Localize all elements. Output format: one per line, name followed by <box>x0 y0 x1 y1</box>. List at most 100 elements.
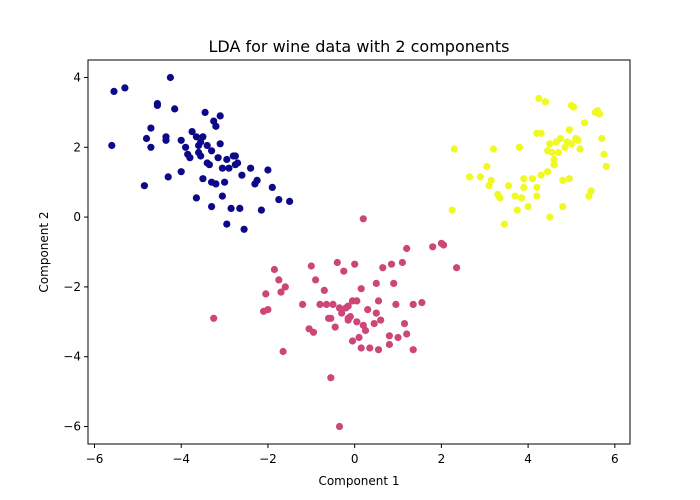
data-point-s2-50 <box>596 110 604 118</box>
data-point-s0-11 <box>164 173 172 181</box>
data-point-s1-64 <box>440 241 448 249</box>
data-point-s2-37 <box>565 126 573 134</box>
data-point-s1-26 <box>340 267 348 275</box>
data-point-s0-19 <box>192 133 200 141</box>
data-point-s1-51 <box>387 260 396 268</box>
data-point-s1-13 <box>312 276 320 284</box>
data-point-s0-62 <box>197 138 205 146</box>
data-point-s1-45 <box>374 346 383 354</box>
data-point-s2-12 <box>511 192 519 200</box>
data-point-s0-39 <box>227 204 235 212</box>
x-tick-label: −2 <box>259 452 277 466</box>
data-point-s1-38 <box>359 215 367 223</box>
data-point-s0-8 <box>153 101 161 109</box>
x-tick-label: 2 <box>438 452 446 466</box>
data-point-s1-65 <box>453 264 461 272</box>
data-point-s2-22 <box>537 129 545 137</box>
data-point-s1-66 <box>348 297 357 305</box>
points-layer <box>108 73 610 431</box>
plot-frame <box>87 59 631 445</box>
data-point-s1-50 <box>385 340 393 349</box>
data-point-s1-6 <box>277 288 285 296</box>
data-point-s0-23 <box>199 175 207 183</box>
data-point-s1-14 <box>316 300 324 308</box>
x-axis-ticks: −6 −4 −2 0 2 4 6 <box>86 444 619 466</box>
data-point-s1-31 <box>348 337 357 345</box>
data-point-s2-38 <box>565 175 573 183</box>
data-point-s2-56 <box>550 161 558 169</box>
data-point-s2-11 <box>505 182 513 190</box>
data-point-s1-46 <box>374 297 383 305</box>
data-point-s2-18 <box>528 175 537 183</box>
data-point-s1-60 <box>409 346 417 354</box>
data-point-s1-42 <box>370 320 378 328</box>
data-point-s2-14 <box>515 143 524 151</box>
data-point-s2-16 <box>520 183 528 191</box>
data-point-s1-19 <box>327 374 335 382</box>
data-point-s1-4 <box>270 265 278 274</box>
x-tick-label: −4 <box>172 452 190 466</box>
data-point-s1-39 <box>361 326 370 335</box>
data-point-s0-6 <box>147 143 155 151</box>
data-point-s0-31 <box>212 122 220 130</box>
data-point-s1-15 <box>320 286 328 294</box>
data-point-s0-60 <box>212 180 220 188</box>
data-point-s2-2 <box>466 173 474 181</box>
data-point-s2-55 <box>537 171 545 179</box>
data-point-s1-25 <box>338 309 346 317</box>
data-point-s2-28 <box>548 148 556 157</box>
data-point-s2-33 <box>559 176 567 184</box>
data-point-s1-32 <box>351 260 359 268</box>
x-tick-label: −6 <box>86 452 104 466</box>
data-point-s2-9 <box>496 194 504 202</box>
data-point-s1-5 <box>275 276 283 284</box>
data-point-s2-53 <box>602 162 610 171</box>
data-point-s1-49 <box>385 332 393 340</box>
data-point-s0-4 <box>142 134 151 143</box>
data-point-s1-59 <box>409 300 417 308</box>
data-point-s1-56 <box>400 320 409 328</box>
data-point-s1-12 <box>309 328 318 336</box>
x-tick-label: 0 <box>351 452 359 466</box>
data-point-s2-32 <box>557 134 565 143</box>
data-point-s0-46 <box>247 164 255 172</box>
data-point-s1-2 <box>262 290 270 298</box>
data-point-s2-51 <box>598 134 606 143</box>
data-point-s2-45 <box>580 119 589 127</box>
data-point-s2-41 <box>570 103 578 111</box>
x-tick-label: 6 <box>611 452 619 466</box>
data-point-s0-5 <box>147 124 155 132</box>
data-point-s0-49 <box>257 206 265 214</box>
data-point-s0-26 <box>203 141 211 150</box>
data-point-s1-67 <box>353 318 361 326</box>
data-point-s0-42 <box>234 159 242 167</box>
data-point-s0-1 <box>110 87 118 95</box>
y-tick-label: 0 <box>73 210 81 224</box>
data-point-s2-21 <box>535 94 543 102</box>
data-point-s1-0 <box>210 314 218 322</box>
data-point-s0-43 <box>236 204 244 212</box>
data-point-s2-15 <box>518 194 526 202</box>
data-point-s1-53 <box>392 300 400 308</box>
data-point-s0-2 <box>121 84 129 92</box>
data-point-s2-10 <box>500 220 508 228</box>
data-point-s1-35 <box>357 344 365 352</box>
data-point-s1-3 <box>264 306 272 314</box>
y-tick-label: 2 <box>73 140 81 154</box>
data-point-s0-15 <box>182 143 190 151</box>
data-point-s1-68 <box>344 302 352 310</box>
data-point-s1-8 <box>281 283 289 291</box>
data-point-s0-28 <box>208 147 216 155</box>
data-point-s0-32 <box>214 154 222 162</box>
data-point-s1-24 <box>335 422 344 431</box>
data-point-s0-53 <box>286 197 294 205</box>
data-point-s0-58 <box>218 192 226 200</box>
data-point-s1-54 <box>394 333 402 342</box>
data-point-s0-13 <box>171 105 179 113</box>
data-point-s0-37 <box>223 155 231 164</box>
data-point-s1-41 <box>366 344 374 352</box>
data-point-s1-48 <box>379 264 387 272</box>
data-point-s0-33 <box>216 112 224 120</box>
y-tick-label: −6 <box>63 420 81 434</box>
